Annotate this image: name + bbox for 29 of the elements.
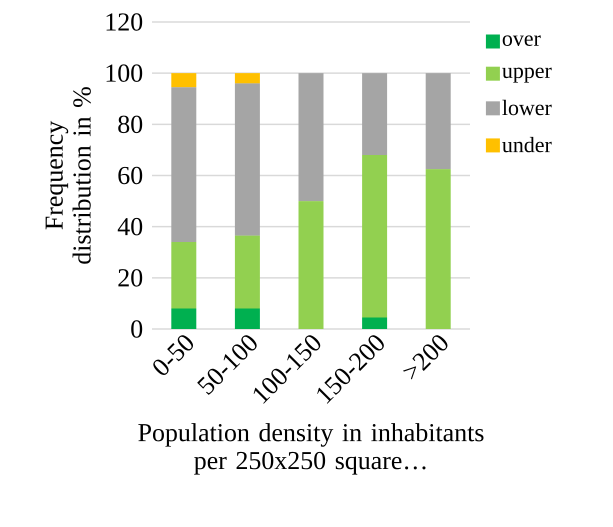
bar bbox=[426, 73, 451, 170]
bar bbox=[234, 83, 260, 236]
bar bbox=[298, 73, 324, 202]
y-tick-label: 100 bbox=[106, 64, 142, 82]
y-tick-label: 40 bbox=[118, 218, 142, 236]
y-tick-label: 0 bbox=[131, 320, 142, 338]
bar bbox=[234, 73, 260, 84]
y-tick-label: 80 bbox=[118, 116, 142, 134]
bar bbox=[298, 201, 324, 329]
x-axis-title: Population density in inhabitants per 250x250 square… bbox=[138, 423, 484, 475]
legend-label: under bbox=[502, 136, 552, 152]
x-tick-label: 0-50 bbox=[153, 335, 194, 375]
bar bbox=[362, 317, 388, 329]
bar bbox=[362, 73, 388, 156]
bar bbox=[171, 87, 196, 242]
y-tick-label: 120 bbox=[106, 13, 142, 31]
legend-label: over bbox=[502, 35, 541, 46]
y-tick-label: 60 bbox=[118, 166, 142, 184]
bar bbox=[234, 236, 260, 309]
legend-label: upper bbox=[502, 68, 552, 83]
bar bbox=[171, 242, 196, 309]
bar bbox=[171, 308, 196, 329]
y-tick-label: 20 bbox=[118, 269, 142, 287]
bar bbox=[362, 155, 388, 318]
bar bbox=[426, 169, 451, 329]
bar bbox=[171, 73, 196, 88]
bar bbox=[234, 308, 260, 329]
y-axis-title: Frequency distribution in % bbox=[46, 87, 91, 264]
legend-label: lower bbox=[502, 100, 552, 116]
